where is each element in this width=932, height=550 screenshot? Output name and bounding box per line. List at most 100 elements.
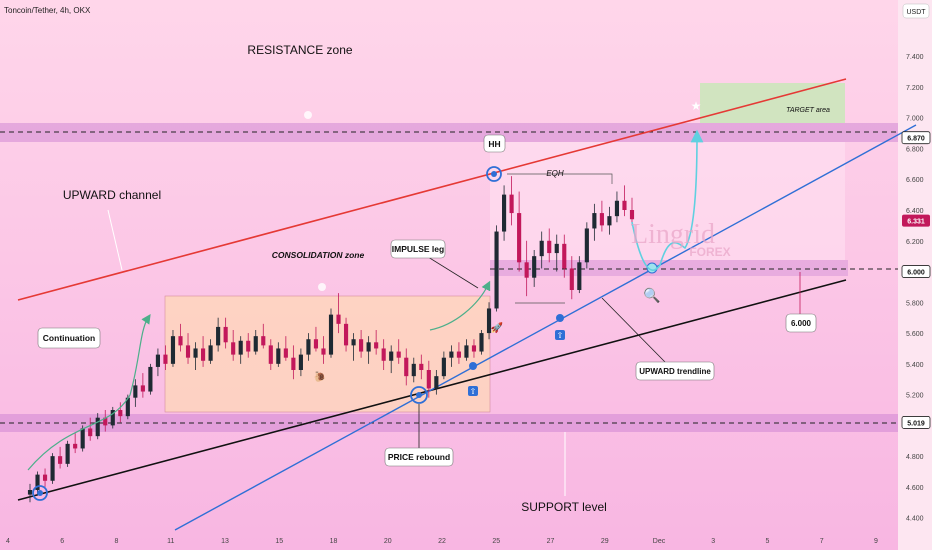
- candle-body: [246, 340, 251, 352]
- candle-body: [133, 385, 138, 398]
- y-tick-label: 4.400: [906, 516, 924, 523]
- candle-body: [238, 340, 243, 355]
- projection-path[interactable]: [631, 129, 704, 272]
- snail-icon: 🐌: [314, 371, 326, 383]
- candle-body: [306, 339, 311, 355]
- resistance-band: [0, 123, 898, 142]
- candle-body: [592, 213, 597, 229]
- x-tick-label: 11: [167, 538, 174, 545]
- candle-body: [547, 240, 552, 254]
- x-tick-label: 29: [601, 538, 609, 545]
- candle-body: [118, 410, 123, 417]
- candle-body: [163, 354, 168, 364]
- rebound-marker: [410, 386, 428, 404]
- candle-body: [336, 314, 341, 324]
- x-tick-label: 9: [874, 538, 878, 545]
- candle-body: [532, 256, 537, 278]
- candle-body: [404, 357, 409, 377]
- eqh-bracket: [507, 173, 613, 184]
- candle-body: [208, 345, 213, 361]
- y-tick-label: 4.800: [906, 454, 924, 461]
- price-axis[interactable]: 7.400 7.200 7.000 6.800 6.600 6.400 6.200 5.800…: [906, 54, 924, 523]
- y-tick-label: 5.600: [906, 331, 924, 338]
- channel-top-line[interactable]: [17, 78, 847, 301]
- y-tick-label: 5.200: [906, 393, 924, 400]
- x-tick-label: 4: [6, 538, 10, 545]
- candle-body: [607, 216, 612, 226]
- candlestick-series: [27, 176, 635, 503]
- candle-body: [185, 345, 191, 358]
- continuation-box: [37, 327, 101, 349]
- price-tags: 6.870 6.331 6.000 5.019: [901, 131, 931, 429]
- level-callout-box: [785, 313, 817, 333]
- candle-body: [148, 366, 153, 392]
- candle-body: [584, 228, 589, 263]
- y-tick-label: 6.800: [906, 146, 924, 153]
- candle-body: [178, 336, 183, 346]
- candle-body: [110, 410, 115, 426]
- continuation-arrow: [27, 314, 151, 471]
- candle-body: [614, 200, 620, 217]
- currency-label: USDT: [906, 9, 926, 16]
- candle-body: [283, 348, 288, 358]
- candle-body: [471, 345, 477, 352]
- candle-body: [88, 428, 93, 437]
- candle-body: [359, 339, 364, 352]
- trendline-box: [635, 361, 715, 381]
- candle-body: [577, 262, 582, 290]
- support-label: SUPPORT level: [521, 500, 607, 514]
- candle-body: [27, 490, 33, 495]
- resistance-label: RESISTANCE zone: [247, 43, 352, 57]
- trend-touch-2: [556, 314, 564, 322]
- watermark-sub: FOREX: [689, 245, 730, 259]
- candle-body: [231, 342, 236, 355]
- consolidation-label: CONSOLIDATION zone: [272, 250, 365, 260]
- trendline-label: UPWARD trendline: [639, 367, 711, 376]
- candle-body: [517, 213, 522, 263]
- candle-body: [599, 213, 604, 226]
- x-tick-label: 25: [492, 538, 500, 545]
- candle-body: [65, 443, 70, 464]
- rocket-icon: 🚀: [491, 321, 504, 334]
- hh-label: HH: [488, 139, 500, 149]
- price-tag-box: [901, 416, 931, 429]
- impulse-arrow: [429, 280, 491, 331]
- channel-label: UPWARD channel: [63, 188, 161, 202]
- y-tick-label: 5.400: [906, 362, 924, 369]
- candle-body: [411, 363, 416, 377]
- hh-marker: [486, 166, 502, 182]
- y-tick-label: 6.200: [906, 239, 924, 246]
- time-axis[interactable]: 4 6 8 11 13 15 18 20 22 25 27 29 Dec 3 5 7 9: [6, 538, 878, 545]
- consolidation-box: [164, 295, 491, 413]
- price-tag-label: 5.019: [907, 420, 925, 427]
- channel-callout-line: [107, 209, 123, 271]
- impulse-box: [390, 239, 446, 259]
- candle-body: [42, 474, 48, 481]
- currency-badge[interactable]: [902, 3, 930, 19]
- x-tick-label: 13: [221, 538, 229, 545]
- continuation-label: Continuation: [43, 333, 95, 343]
- price-tag-box: [902, 214, 930, 227]
- x-tick-label: 18: [330, 538, 338, 545]
- magnifier-icon: 🔍: [643, 286, 660, 304]
- candle-body: [313, 339, 319, 349]
- candle-body: [479, 333, 484, 352]
- candle-body: [366, 342, 371, 352]
- upward-trendline[interactable]: [174, 124, 917, 531]
- target-label: TARGET area: [786, 107, 830, 114]
- y-tick-label: 5.800: [906, 300, 924, 307]
- candle-body: [253, 336, 258, 352]
- candle-body: [140, 385, 145, 392]
- price-tag-label: 6.000: [907, 270, 925, 277]
- target-star-icon: ★: [691, 99, 702, 113]
- x-tick-label: 3: [711, 538, 715, 545]
- candle-body: [509, 194, 514, 214]
- candle-body: [125, 397, 130, 417]
- impulse-label: IMPULSE leg: [392, 244, 444, 254]
- target-area: [700, 83, 845, 123]
- candle-body: [321, 348, 326, 355]
- candle-body: [216, 326, 221, 346]
- candle-body: [426, 370, 431, 389]
- x-tick-label: Dec: [653, 538, 666, 545]
